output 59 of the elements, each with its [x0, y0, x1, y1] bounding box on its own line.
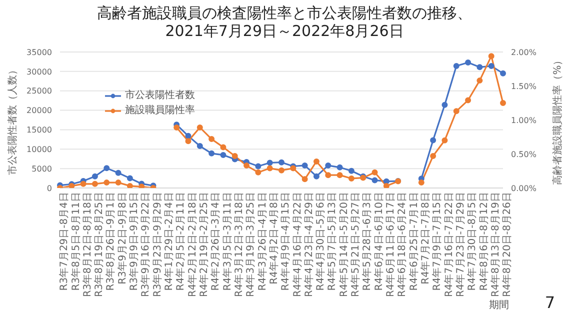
x-tick-label: R4年4月9日-4月15日 [280, 192, 292, 291]
x-tick-label: R4年6月18日-6月24日 [396, 192, 408, 298]
x-tick-label: R4年8月6日-8月12日 [478, 192, 490, 291]
legend-label: 施設職員陽性率 [125, 104, 195, 118]
x-tick-label: R4年2月12日-2月18日 [186, 192, 198, 298]
x-tick-label: R4年3月19日-3月25日 [244, 192, 257, 298]
x-tick-label: R3年8月19日-8月25日 [93, 192, 106, 298]
x-tick-label: R4年7月23日-7月29日 [454, 192, 466, 298]
x-tick-label: R4年8月20日-8月26日 [501, 192, 514, 298]
x-tick-label: R3年8月12日-8月18日 [81, 192, 94, 298]
x-tick-label: R3年9月23日-9月29日 [151, 192, 164, 298]
x-tick-label: R4年4月23日-4月29日 [302, 192, 315, 298]
y-tick-label: 35000 [26, 48, 52, 57]
x-tick-label: R4年4月30日-5月6日 [314, 192, 327, 291]
y-tick-label: 30000 [26, 67, 52, 76]
x-tick-label: R3年7月29日-8月4日 [58, 192, 70, 291]
y2-tick-label: 1.00% [511, 116, 537, 125]
y2-axis-title: 高齢者施設職員陽性率（%） [552, 55, 564, 185]
x-tick-label: R3年9月9日-9月15日 [128, 192, 140, 291]
x-tick-label: R4年6月11日-6月17日 [384, 192, 397, 298]
x-tick-label: R4年3月26日-4月1日 [256, 192, 268, 291]
y-tick-label: 25000 [26, 86, 52, 96]
x-tick-label: R4年8月13日-8月19日 [489, 192, 502, 298]
x-tick-label: R3年9月2日-9月8日 [116, 192, 128, 284]
x-tick-label: R4年7月9日-7月15日 [431, 192, 444, 291]
y2-tick-label: 1.50% [511, 82, 537, 91]
x-tick-label: R4年6月4日-6月10日 [372, 192, 385, 291]
text: 7 [544, 293, 555, 312]
x-tick-label: R4年5月28日-6月3日 [361, 192, 374, 291]
x-tick-label: R4年5月14日-5月20日 [338, 192, 350, 298]
x-tick-label: R4年7月16日-7月22日 [442, 192, 455, 298]
x-tick-label: R3年8月26日-9月1日 [104, 192, 117, 291]
x-tick-label: R4年3月5日-3月11日 [221, 192, 234, 291]
x-tick-label: R3年9月16日-9月22日 [140, 192, 152, 298]
y2-tick-label: 0.50% [511, 150, 537, 159]
x-tick-label: R4年3月12日-3月18日 [232, 192, 245, 298]
y-tick-label: 10000 [26, 144, 52, 154]
y-tick-label: 5000 [32, 164, 52, 174]
x-tick-label: R4年5月7日-5月13日 [326, 192, 338, 291]
y-tick-label: 20000 [26, 106, 52, 116]
y2-tick-label: 0.00% [511, 184, 537, 193]
x-tick-label: R4年6月25日-7月1日 [408, 192, 420, 291]
x-tick-label: R3年8月5日-8月11日 [70, 192, 82, 291]
y-tick-label: 0 [46, 184, 52, 193]
chart-title: 高齢者施設職員の検査陽性率と市公表陽性者数の推移、 2021年7月29日～2022年8月26日 [96, 4, 473, 40]
y-axis-title: 市公表陽性者数（人数） [6, 65, 19, 175]
x-tick-label: R4年2月19日-2月25日 [198, 192, 210, 298]
x-tick-label: R4年4月16日-4月22日 [291, 192, 304, 298]
x-axis-title: 期間 [489, 298, 509, 312]
x-tick-label: R4年2月5日-2月11日 [174, 192, 187, 291]
x-tick-label: R4年7月2日-7月8日 [419, 192, 432, 284]
y2-tick-label: 2.00% [511, 48, 537, 57]
x-tick-label: R4年5月21日-5月27日 [350, 192, 362, 298]
x-tick-label: R4年4月2日-4月8日 [268, 192, 280, 284]
legend-label: 市公表陽性者数 [125, 88, 195, 103]
x-tick-label: R4年1月29日-2月4日 [163, 192, 176, 291]
x-tick-label: R4年2月26日-3月4日 [210, 192, 222, 291]
x-tick-label: R4年7月30日-8月5日 [466, 192, 478, 291]
y-tick-label: 15000 [26, 126, 52, 135]
